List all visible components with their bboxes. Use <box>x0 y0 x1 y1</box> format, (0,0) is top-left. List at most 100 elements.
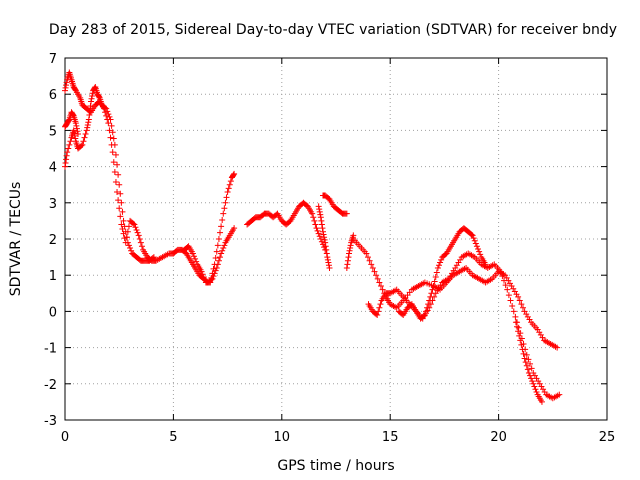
data-point <box>84 121 91 128</box>
data-point <box>119 208 126 215</box>
data-point <box>72 135 79 142</box>
x-tick-label: 20 <box>490 430 507 445</box>
data-point <box>527 360 534 367</box>
x-axis-label: GPS time / hours <box>277 458 394 474</box>
data-point <box>471 237 478 244</box>
series-5 <box>315 203 333 271</box>
data-point <box>326 264 333 271</box>
data-point <box>347 245 354 252</box>
data-point <box>86 107 93 114</box>
data-point <box>425 301 432 308</box>
data-point <box>377 283 384 290</box>
data-point <box>504 286 511 293</box>
y-tick-label: 0 <box>49 305 57 320</box>
data-point <box>538 398 545 405</box>
data-point <box>106 113 113 120</box>
data-point <box>430 283 437 290</box>
data-point <box>499 273 506 280</box>
data-point <box>507 297 514 304</box>
data-point <box>316 208 323 215</box>
chart-title: Day 283 of 2015, Sidereal Day-to-day VTE… <box>49 22 617 38</box>
data-point <box>345 254 352 261</box>
data-point <box>322 243 329 250</box>
data-point <box>78 142 85 149</box>
data-point <box>104 108 111 115</box>
data-point <box>107 116 114 123</box>
data-point <box>223 194 230 201</box>
data-point <box>65 117 72 124</box>
x-tick-label: 25 <box>599 430 616 445</box>
data-point <box>62 84 69 91</box>
data-point <box>516 297 523 304</box>
data-point <box>311 217 318 224</box>
data-point <box>468 231 475 238</box>
data-point <box>318 217 325 224</box>
y-tick-label: 6 <box>49 88 57 103</box>
data-point <box>525 369 532 376</box>
data-point <box>317 236 324 242</box>
data-point <box>319 225 326 232</box>
data-point <box>85 119 92 126</box>
data-point <box>66 141 73 148</box>
data-point <box>70 127 77 134</box>
data-point <box>106 127 113 134</box>
data-point <box>209 275 216 282</box>
data-point <box>515 328 522 335</box>
data-point <box>376 304 383 311</box>
data-point <box>429 286 436 293</box>
data-point <box>88 95 95 102</box>
data-point <box>374 275 381 282</box>
data-point <box>63 152 70 159</box>
data-point <box>111 141 118 148</box>
data-point <box>219 247 226 254</box>
data-point <box>73 122 80 129</box>
data-point <box>109 129 116 136</box>
data-point <box>516 332 523 339</box>
data-point <box>73 125 80 132</box>
y-tick-label: 3 <box>49 197 57 212</box>
data-point <box>118 221 125 228</box>
data-point <box>420 312 427 319</box>
data-point <box>105 111 112 118</box>
data-point <box>62 87 68 94</box>
x-tick-label: 10 <box>274 430 291 445</box>
data-point <box>63 156 70 163</box>
data-point <box>214 242 221 249</box>
data-point <box>318 221 325 228</box>
x-tick-label: 15 <box>382 430 399 445</box>
data-point <box>422 308 429 315</box>
y-axis-label: SDTVAR / TECUs <box>8 182 24 297</box>
data-point <box>530 380 537 387</box>
data-point <box>63 79 70 86</box>
data-point <box>227 178 234 185</box>
data-point <box>528 365 535 372</box>
data-point <box>62 163 68 170</box>
data-point <box>213 264 220 271</box>
data-point <box>85 116 92 123</box>
data-point <box>519 304 526 311</box>
data-point <box>531 383 538 390</box>
data-point <box>319 228 326 235</box>
data-point <box>469 232 476 239</box>
series-8 <box>350 236 561 351</box>
data-point <box>118 199 125 206</box>
data-point <box>218 250 225 257</box>
data-point <box>199 271 206 278</box>
data-point <box>344 257 351 264</box>
data-point <box>505 292 512 299</box>
data-point <box>427 293 434 300</box>
data-point <box>121 223 128 230</box>
data-point <box>110 135 117 142</box>
data-point <box>344 261 351 268</box>
data-point <box>346 247 353 254</box>
data-point <box>325 262 332 269</box>
data-point <box>433 269 440 276</box>
data-point <box>124 239 131 246</box>
data-point <box>89 90 96 97</box>
data-point <box>114 188 121 195</box>
data-point <box>220 210 227 217</box>
data-point <box>512 319 519 326</box>
data-point <box>323 246 330 253</box>
data-point <box>128 247 135 254</box>
data-point <box>71 132 78 139</box>
